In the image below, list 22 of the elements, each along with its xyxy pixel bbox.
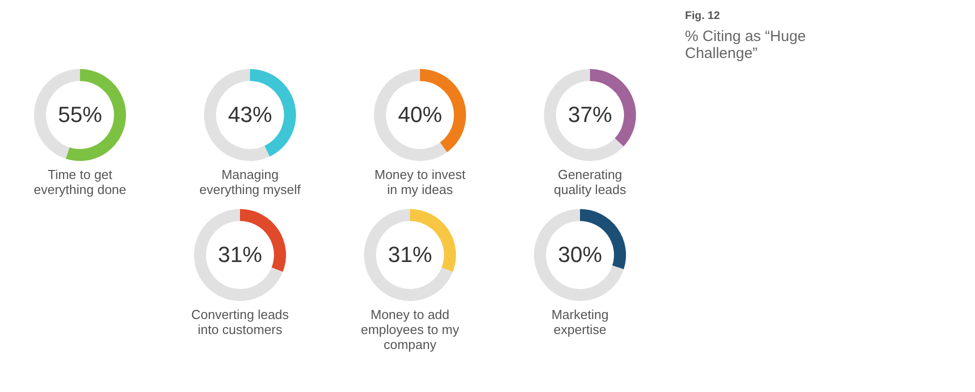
- data-label: 37%: [568, 102, 612, 127]
- text: Money to invest in my ideas: [374, 167, 466, 197]
- data-label: 31%: [388, 242, 432, 267]
- donut-slice: [194, 209, 283, 301]
- donut-slice: [534, 209, 624, 301]
- text: % Citing as “Huge Challenge”: [685, 28, 806, 62]
- text: Managing everything myself: [199, 167, 301, 197]
- donut-slice: [364, 209, 453, 301]
- text: Converting leads into customers: [191, 307, 290, 337]
- text: Generating quality leads: [554, 167, 627, 197]
- donut-slice: [374, 69, 448, 161]
- text: Marketing expertise: [551, 307, 609, 337]
- donut-slice: [544, 69, 624, 161]
- data-label: 30%: [558, 242, 602, 267]
- donut-slice: [204, 69, 270, 161]
- text: Time to get everything done: [34, 167, 126, 197]
- text: Fig. 12: [685, 10, 720, 22]
- data-label: 43%: [228, 102, 272, 127]
- data-label: 31%: [218, 242, 262, 267]
- data-label: 55%: [58, 102, 102, 127]
- data-label: 40%: [398, 102, 442, 127]
- text: Money to add employees to my company: [360, 307, 460, 352]
